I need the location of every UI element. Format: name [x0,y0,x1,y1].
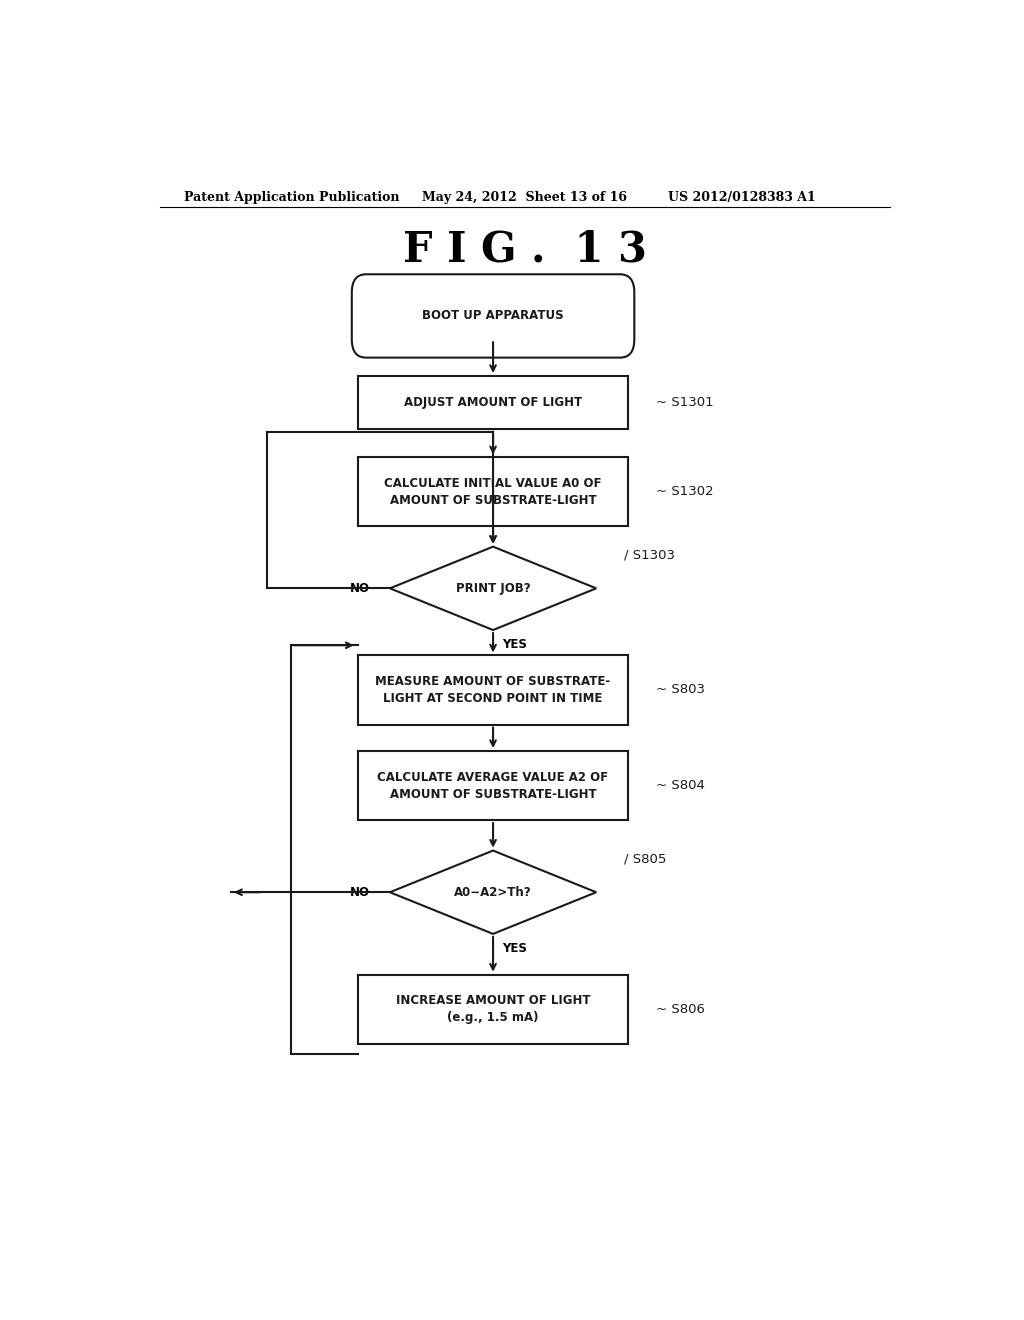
FancyBboxPatch shape [358,376,628,429]
Text: ~ S803: ~ S803 [655,684,705,697]
FancyBboxPatch shape [352,275,634,358]
Text: NO: NO [350,582,370,595]
Text: CALCULATE INITIAL VALUE A0 OF
AMOUNT OF SUBSTRATE-LIGHT: CALCULATE INITIAL VALUE A0 OF AMOUNT OF … [384,477,602,507]
Text: ~ S804: ~ S804 [655,779,705,792]
Text: ~ S806: ~ S806 [655,1003,705,1015]
Text: US 2012/0128383 A1: US 2012/0128383 A1 [668,190,815,203]
Text: A0−A2>Th?: A0−A2>Th? [455,886,531,899]
Text: MEASURE AMOUNT OF SUBSTRATE-
LIGHT AT SECOND POINT IN TIME: MEASURE AMOUNT OF SUBSTRATE- LIGHT AT SE… [376,675,610,705]
Text: NO: NO [350,886,370,899]
Text: / S1303: / S1303 [624,548,675,561]
Text: ADJUST AMOUNT OF LIGHT: ADJUST AMOUNT OF LIGHT [404,396,582,409]
Text: YES: YES [503,942,527,956]
Text: / S805: / S805 [624,853,667,865]
Text: CALCULATE AVERAGE VALUE A2 OF
AMOUNT OF SUBSTRATE-LIGHT: CALCULATE AVERAGE VALUE A2 OF AMOUNT OF … [378,771,608,800]
Text: INCREASE AMOUNT OF LIGHT
(e.g., 1.5 mA): INCREASE AMOUNT OF LIGHT (e.g., 1.5 mA) [396,994,590,1024]
Text: ~ S1301: ~ S1301 [655,396,714,409]
Text: BOOT UP APPARATUS: BOOT UP APPARATUS [422,309,564,322]
Text: ~ S1302: ~ S1302 [655,486,714,498]
Text: PRINT JOB?: PRINT JOB? [456,582,530,595]
Text: May 24, 2012  Sheet 13 of 16: May 24, 2012 Sheet 13 of 16 [422,190,627,203]
Polygon shape [390,546,596,630]
FancyBboxPatch shape [358,974,628,1044]
Text: YES: YES [503,638,527,651]
Text: F I G .  1 3: F I G . 1 3 [402,228,647,271]
FancyBboxPatch shape [358,751,628,820]
Text: Patent Application Publication: Patent Application Publication [183,190,399,203]
FancyBboxPatch shape [358,457,628,527]
Polygon shape [390,850,596,935]
FancyBboxPatch shape [358,656,628,725]
